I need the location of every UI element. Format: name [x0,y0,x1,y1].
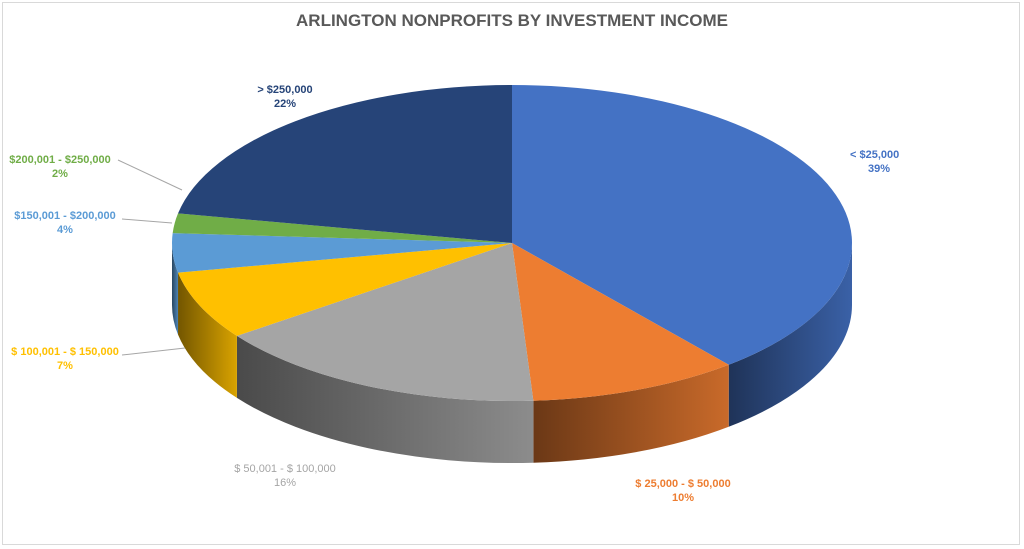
pie-slice[interactable] [178,243,512,336]
pie-slice-side [236,335,534,463]
data-label-category: $150,001 - $200,000 [14,210,116,222]
leader-line [117,159,183,191]
data-label-percent: 4% [57,224,73,236]
data-label-percent: 16% [274,477,296,489]
pie-slice-side [172,243,179,335]
data-label-category: $ 25,000 - $ 50,000 [635,478,730,490]
data-label-percent: 39% [868,163,890,175]
data-label-percent: 10% [672,492,694,504]
pie-slice[interactable] [172,213,513,243]
chart-title: ARLINGTON NONPROFITS BY INVESTMENT INCOM… [296,11,728,30]
pie-slice[interactable] [512,243,729,401]
pie-slice-side [728,243,852,427]
data-label-percent: 7% [57,360,73,372]
data-label-percent: 2% [52,168,68,180]
pie-slice[interactable] [236,243,534,401]
pie-slice[interactable] [172,233,512,273]
data-label-category: $ 50,001 - $ 100,000 [234,463,336,475]
data-label-percent: 22% [274,98,296,110]
data-label-category: $ 100,001 - $ 150,000 [11,346,119,358]
data-label-category: $200,001 - $250,000 [9,154,111,166]
pie-slice-side [178,272,237,398]
leader-line [121,218,173,224]
data-label-category: < $25,000 [850,149,899,161]
pie-slice-side [533,364,729,463]
pie-slice[interactable] [178,85,512,243]
leader-line [121,347,186,356]
data-label-category: > $250,000 [257,84,312,96]
pie-slice[interactable] [512,85,853,365]
